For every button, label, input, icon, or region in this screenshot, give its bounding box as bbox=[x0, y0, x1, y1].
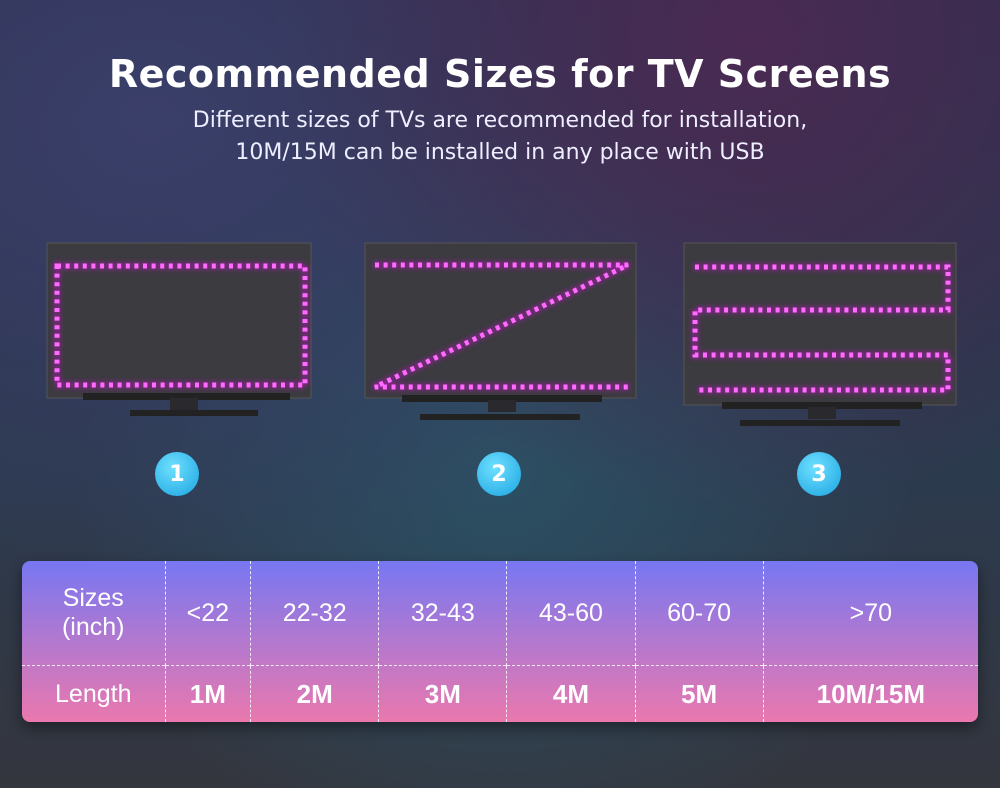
size-cell: 32-43 bbox=[378, 561, 507, 666]
size-cell: 22-32 bbox=[250, 561, 379, 666]
tv-2 bbox=[364, 242, 637, 420]
size-cell: 60-70 bbox=[634, 561, 764, 666]
sizes-unit-line: (inch) bbox=[61, 613, 125, 642]
size-cell: >70 bbox=[762, 561, 978, 666]
size-cell: 43-60 bbox=[506, 561, 636, 666]
length-cell: 10M/15M bbox=[762, 665, 978, 722]
length-cell: 3M bbox=[378, 665, 507, 722]
length-cell: 2M bbox=[250, 665, 379, 722]
length-header: Length bbox=[22, 665, 165, 722]
sizes-header: Sizes (inch) bbox=[22, 561, 165, 666]
led-strip-3 bbox=[692, 264, 951, 393]
step-badge-3: 3 bbox=[797, 452, 841, 496]
size-cell: <22 bbox=[164, 561, 251, 666]
tv-3 bbox=[683, 242, 957, 426]
step-badge-1: 1 bbox=[155, 452, 199, 496]
length-cell: 5M bbox=[634, 665, 764, 722]
length-row: Length 1M 2M 3M 4M 5M 10M/15M bbox=[22, 665, 978, 722]
length-cell: 1M bbox=[164, 665, 251, 722]
length-cell: 4M bbox=[506, 665, 636, 722]
subtitle-line-2: 10M/15M can be installed in any place wi… bbox=[235, 140, 765, 165]
tv-1 bbox=[46, 242, 312, 416]
led-strip-1 bbox=[54, 263, 308, 388]
step-badge-2: 2 bbox=[477, 452, 521, 496]
sizes-header-line: Sizes bbox=[62, 584, 124, 613]
tv-illustrations bbox=[46, 242, 957, 426]
page-title: Recommended Sizes for TV Screens bbox=[108, 52, 892, 96]
subtitle-line-1: Different sizes of TVs are recommended f… bbox=[192, 108, 808, 133]
sizes-row: Sizes (inch) <22 22-32 32-43 43-60 60-70 … bbox=[22, 561, 978, 666]
size-length-table: Sizes (inch) <22 22-32 32-43 43-60 60-70 … bbox=[22, 561, 978, 722]
